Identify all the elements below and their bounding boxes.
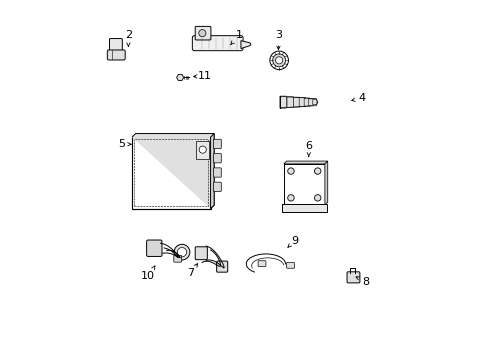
Text: 5: 5 <box>118 139 131 149</box>
FancyBboxPatch shape <box>109 39 122 51</box>
FancyBboxPatch shape <box>293 97 299 107</box>
FancyBboxPatch shape <box>195 26 210 40</box>
Text: 7: 7 <box>187 264 197 278</box>
FancyBboxPatch shape <box>213 182 221 192</box>
FancyBboxPatch shape <box>258 261 265 266</box>
Text: 11: 11 <box>193 71 212 81</box>
FancyBboxPatch shape <box>299 98 305 107</box>
Circle shape <box>177 248 186 257</box>
Circle shape <box>272 54 285 67</box>
Circle shape <box>314 195 320 201</box>
Circle shape <box>314 168 320 174</box>
Bar <box>282 204 326 212</box>
Bar <box>134 139 208 206</box>
FancyBboxPatch shape <box>279 96 285 108</box>
FancyBboxPatch shape <box>173 255 181 262</box>
Bar <box>132 137 210 208</box>
FancyBboxPatch shape <box>286 97 293 108</box>
FancyBboxPatch shape <box>192 36 243 51</box>
Text: 9: 9 <box>287 236 298 247</box>
FancyBboxPatch shape <box>286 262 294 268</box>
Text: 4: 4 <box>351 93 365 103</box>
Circle shape <box>199 146 206 153</box>
Polygon shape <box>283 161 327 164</box>
FancyBboxPatch shape <box>213 154 221 163</box>
Circle shape <box>174 244 189 260</box>
Circle shape <box>275 57 282 64</box>
FancyBboxPatch shape <box>312 100 316 105</box>
Circle shape <box>287 195 294 201</box>
Circle shape <box>287 168 294 174</box>
Bar <box>283 164 324 205</box>
FancyBboxPatch shape <box>195 247 207 260</box>
Polygon shape <box>324 161 327 205</box>
Text: 3: 3 <box>274 30 282 49</box>
FancyBboxPatch shape <box>213 139 221 149</box>
FancyBboxPatch shape <box>107 50 125 60</box>
Polygon shape <box>210 134 214 208</box>
Text: 2: 2 <box>124 30 132 46</box>
Text: 6: 6 <box>305 141 312 157</box>
Bar <box>196 141 208 158</box>
FancyBboxPatch shape <box>146 240 162 256</box>
Text: 1: 1 <box>230 30 242 45</box>
FancyBboxPatch shape <box>308 99 313 105</box>
FancyBboxPatch shape <box>216 261 227 272</box>
Polygon shape <box>241 41 250 49</box>
Polygon shape <box>132 134 214 208</box>
FancyBboxPatch shape <box>304 98 309 106</box>
Circle shape <box>269 51 288 69</box>
Text: 10: 10 <box>141 266 155 282</box>
Text: 8: 8 <box>355 277 369 287</box>
FancyBboxPatch shape <box>213 168 221 177</box>
FancyBboxPatch shape <box>346 272 359 283</box>
Circle shape <box>198 30 205 37</box>
